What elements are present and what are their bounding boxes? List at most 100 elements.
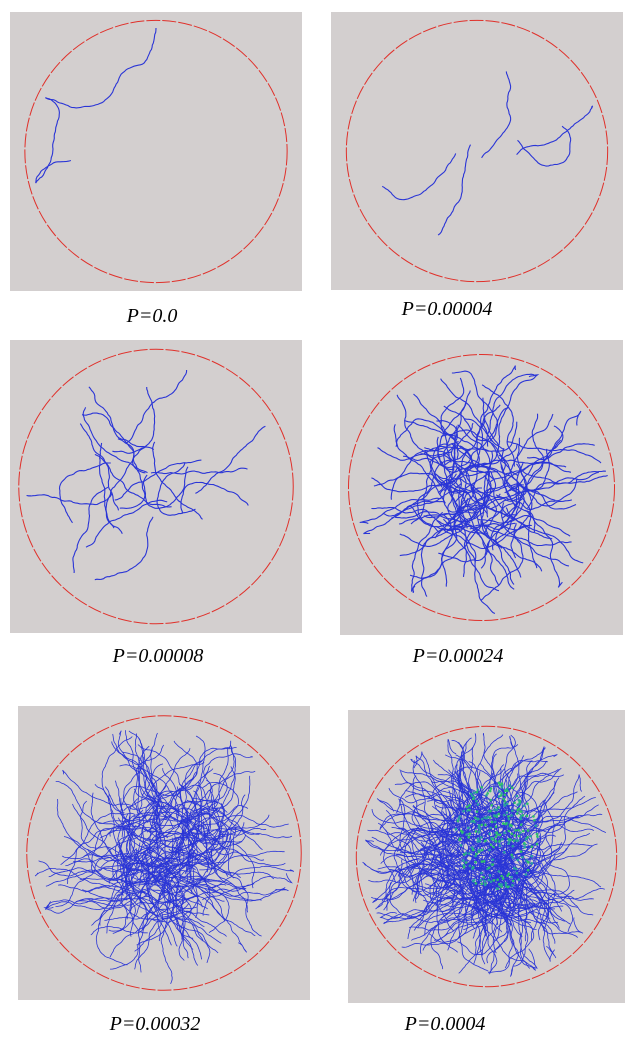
dense-spot: [466, 809, 469, 812]
dense-spot: [477, 803, 480, 806]
dense-spot: [484, 824, 487, 827]
dense-spot: [511, 845, 514, 848]
dense-spot: [510, 876, 513, 879]
caption: P=0.00024: [412, 645, 504, 667]
dense-spot: [489, 790, 492, 793]
dense-spot: [533, 819, 536, 822]
dense-spot: [477, 788, 480, 791]
caption: P=0.00004: [401, 298, 493, 320]
dense-spot: [476, 791, 479, 794]
dense-spot: [496, 887, 499, 890]
dense-spot: [480, 786, 483, 789]
dense-spot: [465, 861, 468, 864]
dense-spot: [499, 834, 502, 837]
dense-spot: [471, 795, 474, 798]
dense-spot: [503, 851, 506, 854]
dense-spot: [480, 824, 483, 827]
dense-spot: [514, 829, 517, 832]
dense-spot: [501, 782, 504, 785]
dense-spot: [474, 861, 477, 864]
dense-spot: [525, 873, 528, 876]
dense-spot: [481, 860, 484, 863]
dense-spot: [480, 836, 483, 839]
dense-spot: [496, 831, 499, 834]
dense-spot: [536, 835, 539, 838]
dense-spot: [513, 801, 516, 804]
dense-spot: [462, 859, 465, 862]
dense-spot: [523, 842, 526, 845]
dense-spot: [489, 874, 492, 877]
dense-spot: [502, 822, 505, 825]
dense-spot: [520, 815, 523, 818]
dense-spot: [494, 821, 497, 824]
dense-spot: [518, 835, 521, 838]
dense-spot: [473, 879, 476, 882]
dense-spot: [526, 815, 529, 818]
dense-spot: [497, 806, 500, 809]
dense-spot: [483, 880, 486, 883]
dense-spot: [504, 800, 507, 803]
dense-spot: [473, 821, 476, 824]
dense-spot: [508, 784, 511, 787]
dense-spot: [483, 860, 486, 863]
dense-spot: [505, 823, 508, 826]
dense-spot: [475, 882, 478, 885]
dense-spot: [502, 798, 505, 801]
dense-spot: [500, 794, 503, 797]
caption: P=0.0004: [404, 1013, 486, 1035]
dense-spot: [490, 804, 493, 807]
dense-spot: [508, 872, 511, 875]
dense-spot: [475, 830, 478, 833]
dense-spot: [492, 846, 495, 849]
page: P=0.0 P=0.00004 P=0.00008 P=0.00024 P=0.…: [0, 0, 629, 1038]
panel: [18, 706, 310, 1000]
dense-spot: [498, 781, 501, 784]
dense-spot: [513, 867, 516, 870]
dense-spot: [467, 836, 470, 839]
dense-spot: [490, 880, 493, 883]
dense-spot: [516, 795, 519, 798]
panel: [10, 12, 302, 291]
dense-spot: [476, 818, 479, 821]
dense-spot: [487, 879, 490, 882]
dense-spot: [489, 827, 492, 830]
dense-spot: [517, 829, 520, 832]
dense-spot: [512, 880, 515, 883]
dense-spot: [510, 854, 513, 857]
dense-spot: [477, 840, 480, 843]
dense-spot: [516, 859, 519, 862]
dense-spot: [457, 818, 460, 821]
dense-spot: [510, 833, 513, 836]
dense-spot: [529, 835, 532, 838]
dense-spot: [462, 810, 465, 813]
dense-spot: [484, 884, 487, 887]
dense-spot: [493, 814, 496, 817]
dense-spot: [511, 809, 514, 812]
dense-spot: [475, 853, 478, 856]
dense-spot: [491, 858, 494, 861]
dense-spot: [461, 831, 464, 834]
dense-spot: [468, 852, 471, 855]
dense-spot: [516, 872, 519, 875]
dense-spot: [527, 861, 530, 864]
panel-background: [331, 12, 623, 290]
dense-spot: [500, 875, 503, 878]
dense-spot: [520, 823, 523, 826]
dense-spot: [526, 802, 529, 805]
dense-spot: [511, 786, 514, 789]
dense-spot: [523, 804, 526, 807]
dense-spot: [495, 814, 498, 817]
dense-spot: [519, 831, 522, 834]
dense-spot: [455, 828, 458, 831]
dense-spot: [498, 870, 501, 873]
figure: P=0.0 P=0.00004 P=0.00008 P=0.00024 P=0.…: [0, 0, 629, 1038]
dense-spot: [472, 797, 475, 800]
dense-spot: [523, 846, 526, 849]
dense-spot: [465, 852, 468, 855]
panel: [10, 340, 302, 633]
dense-spot: [499, 884, 502, 887]
dense-spot: [503, 832, 506, 835]
dense-spot: [479, 879, 482, 882]
dense-spot: [490, 843, 493, 846]
dense-spot: [488, 810, 491, 813]
